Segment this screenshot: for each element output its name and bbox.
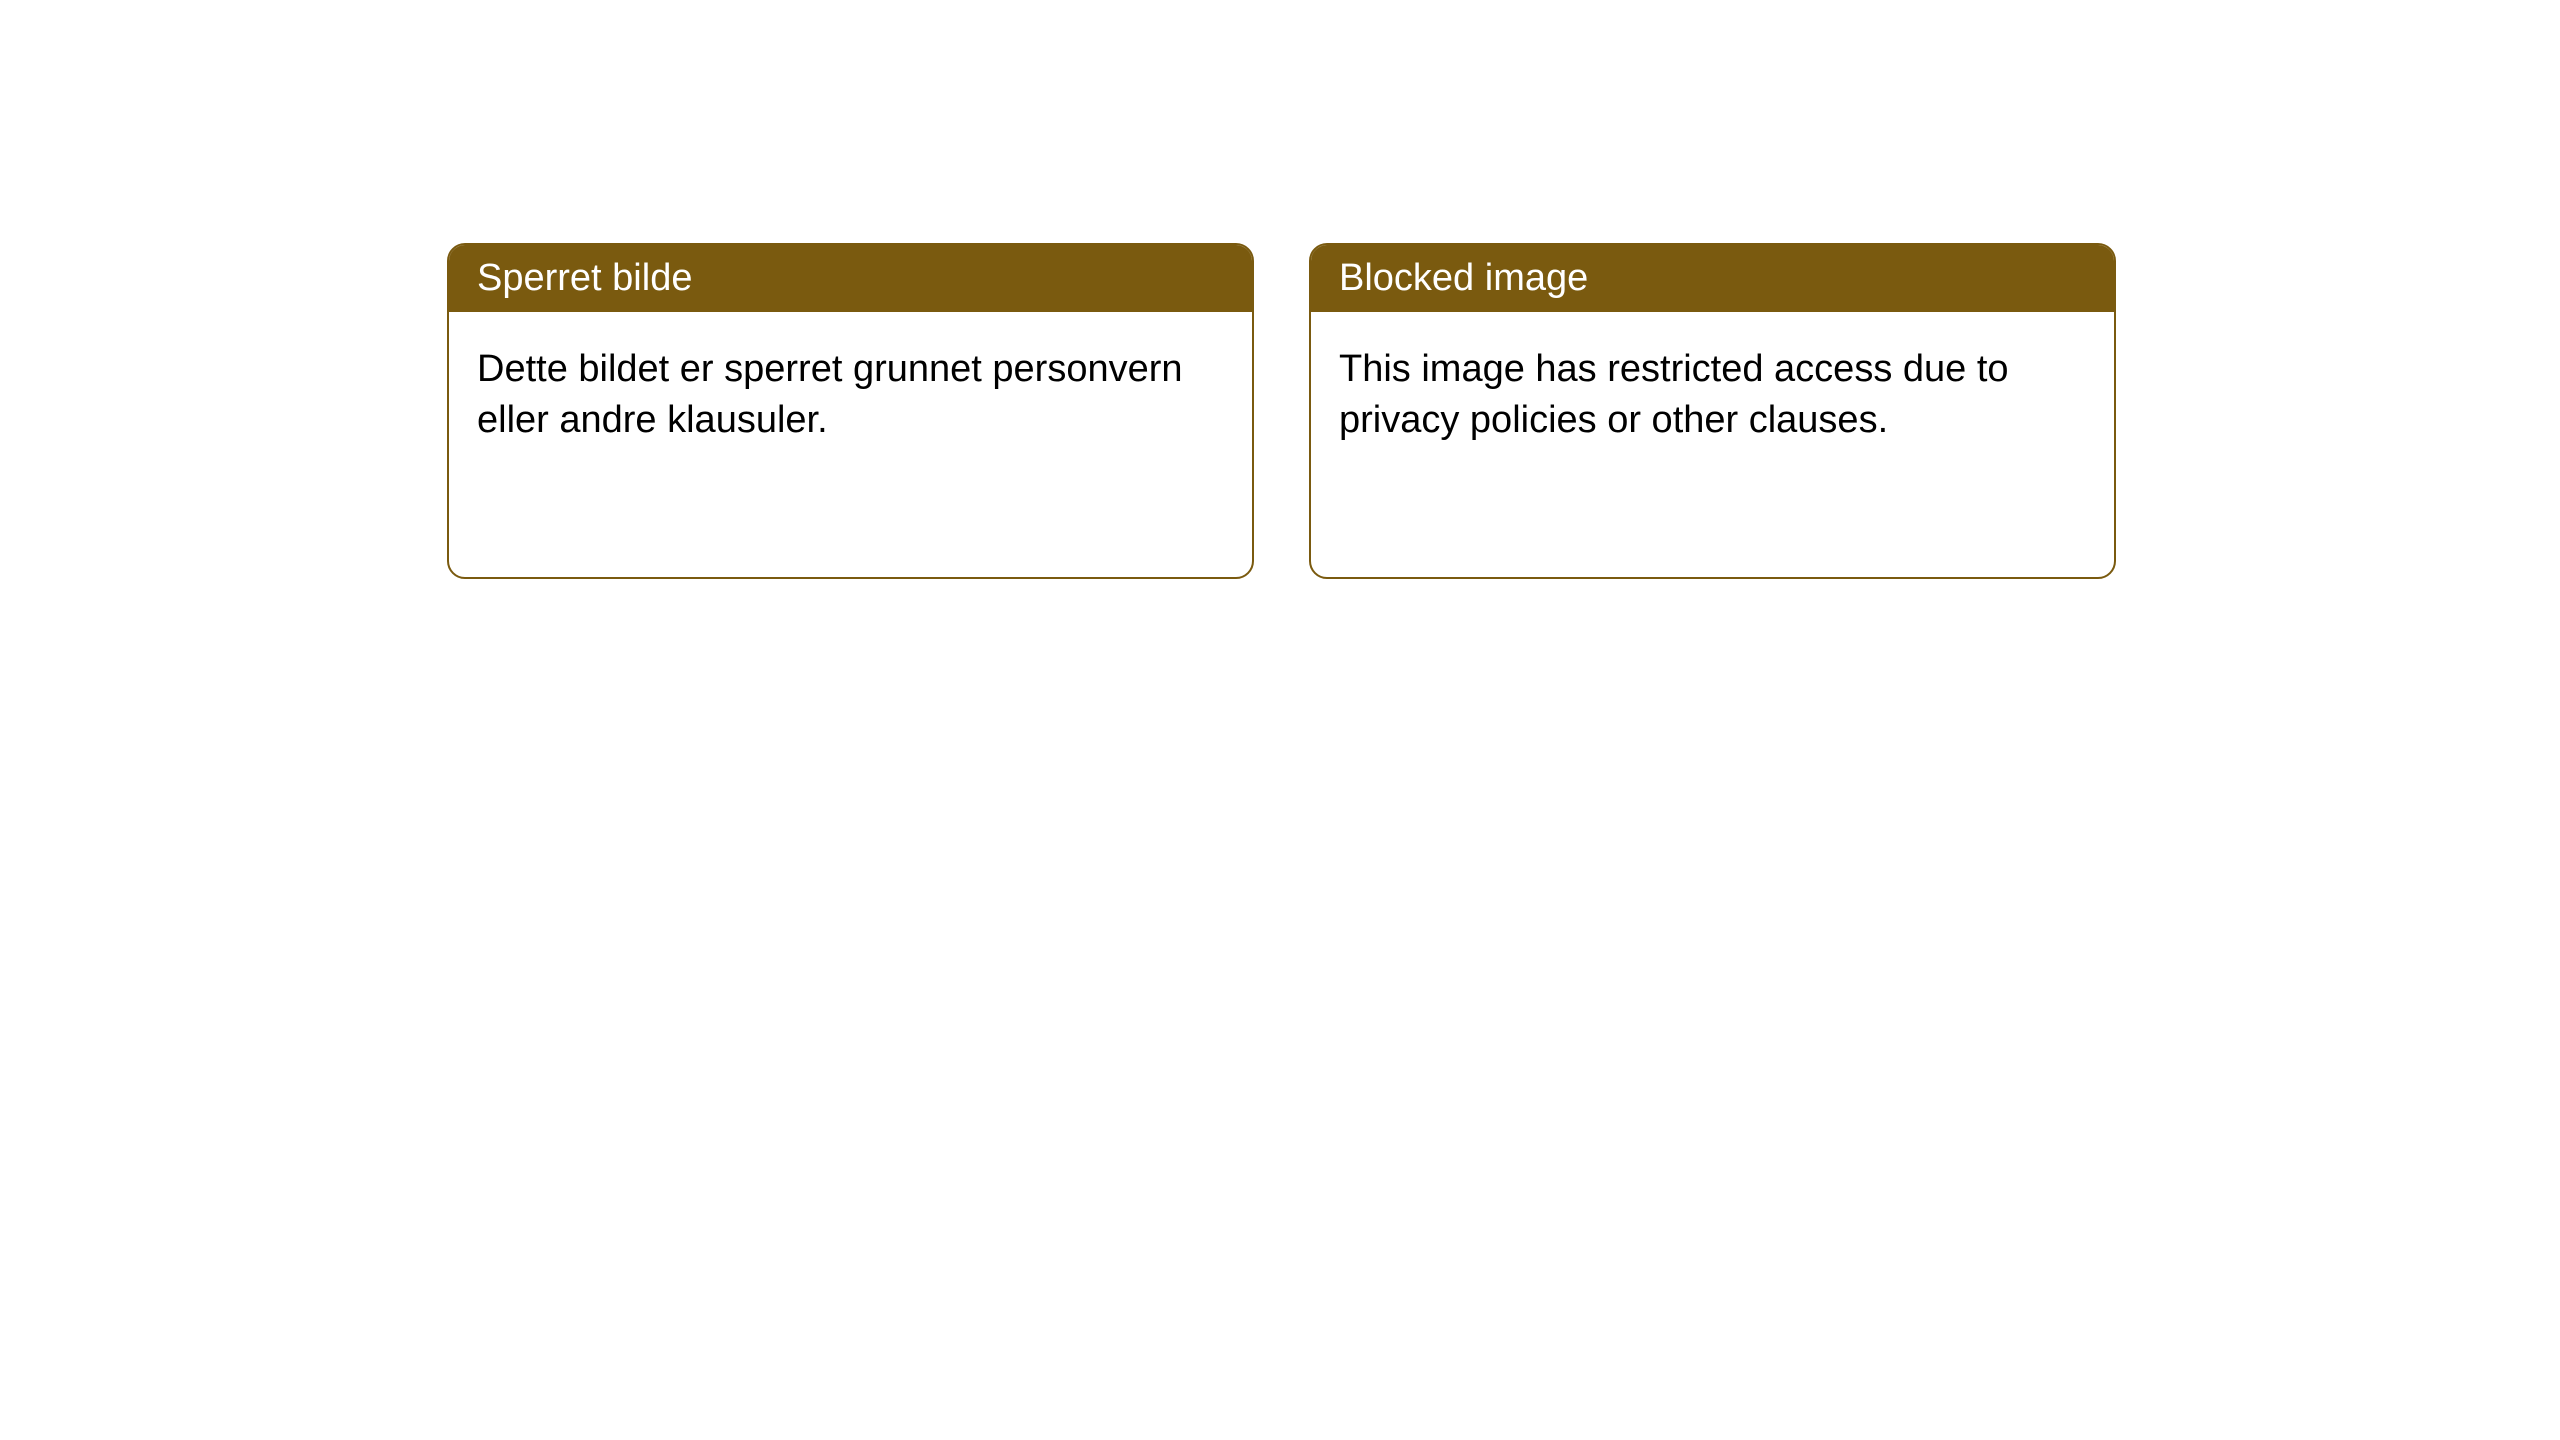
notice-body: This image has restricted access due to … — [1311, 312, 2114, 479]
notice-container: Sperret bilde Dette bildet er sperret gr… — [447, 243, 2116, 579]
notice-header: Blocked image — [1311, 245, 2114, 312]
notice-box-norwegian: Sperret bilde Dette bildet er sperret gr… — [447, 243, 1254, 579]
notice-box-english: Blocked image This image has restricted … — [1309, 243, 2116, 579]
notice-body: Dette bildet er sperret grunnet personve… — [449, 312, 1252, 479]
notice-header: Sperret bilde — [449, 245, 1252, 312]
